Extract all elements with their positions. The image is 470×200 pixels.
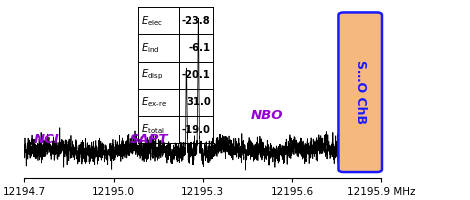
Text: -23.8: -23.8: [182, 16, 211, 26]
Text: -6.1: -6.1: [188, 43, 211, 53]
FancyBboxPatch shape: [338, 12, 382, 172]
Text: 31.0: 31.0: [186, 97, 211, 107]
Text: $E_{\rm ind}$: $E_{\rm ind}$: [141, 41, 159, 55]
Text: $E_{\rm disp}$: $E_{\rm disp}$: [141, 68, 163, 82]
Text: NBO: NBO: [251, 109, 283, 122]
Text: -20.1: -20.1: [182, 70, 211, 80]
Text: SAPT: SAPT: [130, 133, 168, 146]
Text: NCI: NCI: [33, 133, 59, 146]
Text: S…O ChB: S…O ChB: [354, 60, 367, 124]
Text: $E_{\rm ex\text{-}re}$: $E_{\rm ex\text{-}re}$: [141, 95, 167, 109]
Text: -19.0: -19.0: [182, 125, 211, 135]
Text: $E_{\rm elec}$: $E_{\rm elec}$: [141, 14, 163, 28]
Text: $E_{\rm total}$: $E_{\rm total}$: [141, 123, 164, 136]
